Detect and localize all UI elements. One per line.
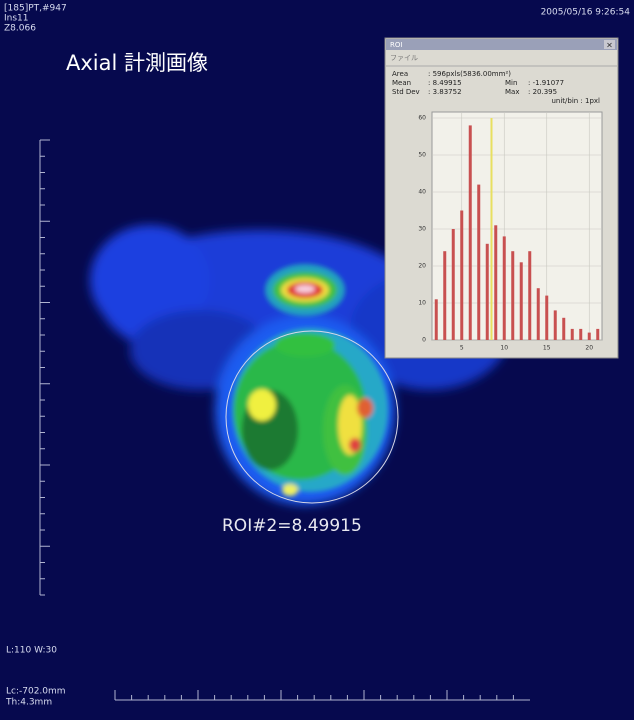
info-text: Ins11 [4,14,29,24]
stat-value: : 3.83752 [428,88,462,96]
bar [460,211,463,341]
bar [545,296,548,340]
window-title: ROI [390,41,402,49]
bar [562,318,565,340]
info-text: Th:4.3mm [5,698,52,708]
datetime: 2005/05/16 9:26:54 [541,8,631,18]
stat-value: : 8.49915 [428,79,462,87]
menu[interactable]: ファイル [390,54,418,62]
stat-label: Min [505,79,517,87]
stat-label: Max [505,88,519,96]
bar [537,288,540,340]
x-tick-label: 10 [500,345,508,352]
unit-label: unit/bin : 1pxl [551,97,600,105]
y-tick-label: 40 [418,189,426,196]
stat-value: : 596pxls(5836.00mm²) [428,70,511,78]
bar [469,125,472,340]
bar [452,229,455,340]
viewer: [185]PT,#947 Ins11 Z8.066 2005/05/16 9:2… [0,0,634,720]
title-bar [386,39,617,50]
y-tick-label: 10 [418,300,426,307]
y-tick-label: 50 [418,152,426,159]
info-text: Lc:-702.0mm [6,687,66,697]
stat-value: : -1.91077 [528,79,564,87]
bar [486,244,489,340]
x-tick-label: 20 [585,345,593,352]
bar [435,299,438,340]
bar [494,225,497,340]
bar [579,329,582,340]
bar [520,262,523,340]
y-tick-label: 30 [418,226,426,233]
bar [554,310,557,340]
stat-label: Mean [392,79,411,87]
x-tick-label: 15 [543,345,551,352]
page: [185]PT,#947 Ins11 Z8.066 2005/05/16 9:2… [0,0,634,720]
y-tick-label: 20 [418,263,426,270]
stat-value: : 20.395 [528,88,557,96]
close-icon[interactable]: × [606,41,613,50]
bar [443,251,446,340]
stat-label: Area [392,70,408,78]
y-tick-label: 60 [418,115,426,122]
y-tick-label: 0 [422,337,426,344]
x-tick-label: 5 [460,345,464,352]
histogram-window: ROI × ファイル Area : 596pxls(5836.00mm²) Me… [385,38,618,358]
title: Axial 計測画像 [66,51,208,75]
info-text: Z8.066 [4,24,36,34]
bar [588,333,591,340]
bar [528,251,531,340]
bar [477,185,480,340]
info-text: [185]PT,#947 [4,4,67,14]
bar [511,251,514,340]
window-level: L:110 W:30 [6,646,57,656]
bar [596,329,599,340]
stat-label: Std Dev [392,88,420,96]
bar [503,236,506,340]
bar [571,329,574,340]
roi-label: ROI#2=8.49915 [222,516,362,536]
plot-area [432,112,602,340]
